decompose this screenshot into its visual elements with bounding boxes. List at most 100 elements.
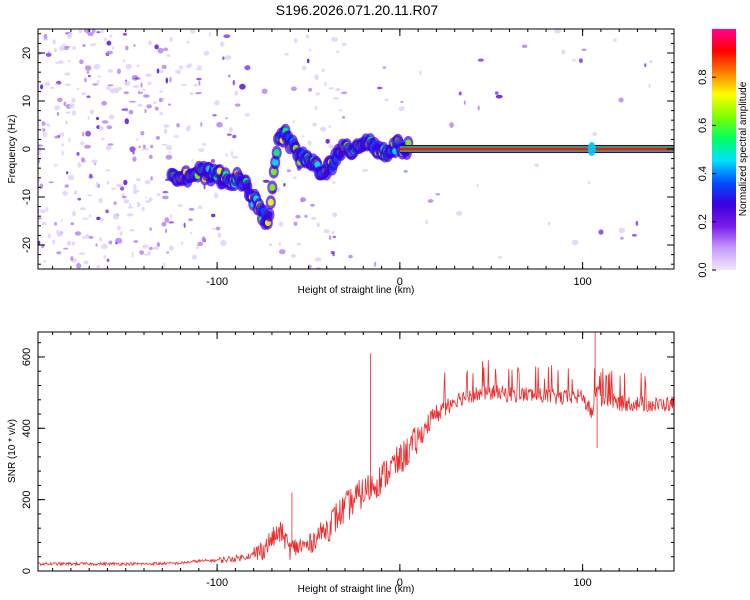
noise-blob (123, 91, 130, 95)
noise-blob (224, 55, 232, 60)
noise-blob (45, 52, 52, 57)
noise-blob (92, 83, 99, 86)
noise-blob (53, 48, 57, 53)
noise-blob (186, 40, 190, 44)
noise-blob (57, 60, 64, 64)
noise-blob (169, 76, 172, 83)
noise-blob (198, 148, 205, 153)
noise-blob (328, 235, 332, 240)
noise-blob (64, 120, 69, 125)
noise-blob (84, 65, 92, 71)
noise-blob (43, 259, 46, 264)
noise-blob (144, 196, 147, 199)
noise-blob (341, 42, 347, 46)
noise-blob (77, 197, 82, 201)
noise-blob (100, 137, 105, 141)
noise-blob (143, 94, 150, 98)
noise-blob (66, 32, 73, 39)
noise-blob (141, 149, 145, 151)
noise-blob (186, 64, 191, 69)
noise-blob (96, 265, 101, 269)
noise-blob (332, 212, 338, 218)
noise-blob (164, 217, 170, 223)
noise-blob (69, 103, 75, 109)
noise-blob (107, 84, 114, 87)
noise-blob (132, 156, 137, 162)
colorbar: 0.0 0.2 0.4 0.6 0.8 Normalized spectral ampl… (697, 29, 749, 278)
noise-blob (54, 135, 59, 139)
snr-panel: -100 0 100 0 200 400 600 Height of straight li… (7, 331, 675, 595)
spectrogram-xtick-label: 100 (573, 276, 591, 288)
noise-blob (81, 92, 87, 96)
noise-blob (332, 251, 335, 257)
snr-frame (37, 331, 675, 572)
noise-blob (308, 88, 313, 92)
noise-blob (44, 122, 50, 126)
noise-blob (284, 53, 289, 56)
noise-blob (107, 143, 114, 146)
noise-blob (85, 130, 91, 137)
noise-blob (578, 58, 583, 64)
noise-blob (306, 58, 310, 64)
noise-blob (200, 121, 203, 127)
noise-blob (39, 183, 44, 189)
noise-blob (212, 227, 217, 230)
noise-blob (54, 222, 58, 226)
noise-blob (59, 132, 62, 138)
noise-blob (222, 56, 225, 60)
noise-blob (59, 45, 65, 51)
noise-blob (91, 29, 96, 34)
noise-blob (99, 237, 103, 242)
noise-blob (158, 97, 163, 103)
noise-blob (133, 240, 139, 243)
noise-blob (398, 106, 405, 112)
noise-blob (133, 44, 136, 47)
noise-blob (449, 122, 454, 128)
noise-blob (78, 29, 83, 34)
noise-blob (138, 145, 142, 148)
noise-blob (292, 119, 295, 124)
noise-blob (163, 47, 169, 52)
snr-ylabel: SNR (10 * v/v) (7, 419, 18, 483)
noise-blob (135, 178, 141, 182)
noise-blob (124, 118, 129, 125)
noise-blob (87, 31, 94, 37)
noise-blob (106, 180, 110, 185)
noise-blob (239, 83, 246, 90)
noise-blob (620, 236, 624, 240)
noise-blob (40, 84, 44, 90)
noise-blob (97, 75, 102, 78)
noise-blob (136, 201, 141, 208)
noise-blob (99, 218, 104, 222)
noise-blob (95, 117, 100, 120)
noise-blob (70, 222, 75, 226)
noise-blob (581, 48, 587, 51)
noise-blob (203, 50, 210, 56)
noise-blob (134, 77, 139, 80)
noise-blob (547, 221, 551, 226)
noise-blob (635, 220, 639, 226)
noise-blob (57, 97, 63, 103)
noise-blob (126, 213, 134, 217)
noise-blob (316, 222, 321, 228)
noise-blob (463, 100, 466, 105)
noise-blob (161, 143, 168, 146)
noise-blob (314, 74, 319, 81)
noise-blob (88, 214, 92, 218)
noise-blob (38, 177, 41, 182)
noise-blob (74, 190, 78, 195)
noise-blob (106, 40, 112, 46)
noise-blob (244, 65, 251, 71)
noise-blob (95, 243, 98, 247)
noise-blob (137, 103, 143, 107)
noise-blob (571, 239, 579, 246)
noise-blob (70, 256, 74, 262)
noise-blob (95, 181, 99, 188)
noise-blob (145, 200, 151, 203)
noise-blob (225, 153, 228, 157)
ridge-core (267, 198, 274, 206)
noise-blob (129, 203, 132, 207)
noise-blob (136, 64, 140, 68)
noise-blob (176, 123, 180, 128)
figure-title: S196.2026.071.20.11.R07 (276, 2, 439, 18)
